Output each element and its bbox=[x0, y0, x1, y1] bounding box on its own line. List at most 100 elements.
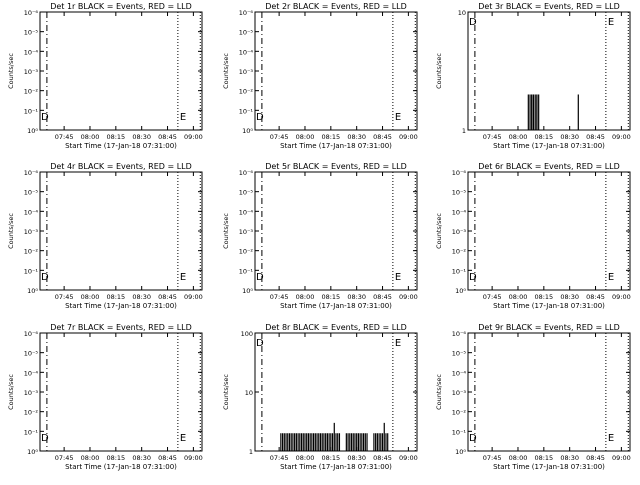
x-tick-label: 08:30 bbox=[132, 293, 151, 301]
detector-panel: Det 2r BLACK = Events, RED = LLD 10⁰ 10⁻¹ 1… bbox=[222, 2, 418, 150]
end-marker: E bbox=[395, 338, 401, 349]
x-tick-label: 08:30 bbox=[132, 133, 151, 141]
x-tick-label: 07:45 bbox=[270, 293, 289, 301]
x-axis-label: Start Time (17-Jan-18 07:31:00) bbox=[493, 463, 605, 471]
x-tick-label: 08:15 bbox=[534, 454, 553, 462]
y-tick-label: 10 bbox=[458, 9, 466, 17]
x-tick-label: 09:00 bbox=[399, 293, 418, 301]
x-tick-label: 08:30 bbox=[347, 293, 366, 301]
y-tick-label: 10⁻⁵ bbox=[24, 189, 39, 197]
y-tick-label: 10⁻⁵ bbox=[452, 189, 467, 197]
x-axis-label: Start Time (17-Jan-18 07:31:00) bbox=[280, 142, 392, 150]
chart-title: Det 9r BLACK = Events, RED = LLD bbox=[478, 323, 620, 332]
start-marker: D bbox=[469, 433, 477, 444]
y-tick-label: 10⁻⁶ bbox=[24, 330, 39, 338]
x-axis-label: Start Time (17-Jan-18 07:31:00) bbox=[493, 142, 605, 150]
y-tick-label: 10⁻⁶ bbox=[452, 330, 467, 338]
y-tick-label: 10⁻¹ bbox=[24, 107, 39, 115]
end-marker: E bbox=[180, 272, 186, 283]
x-tick-label: 08:15 bbox=[106, 454, 125, 462]
start-marker: D bbox=[41, 112, 49, 123]
x-tick-label: 08:15 bbox=[321, 454, 340, 462]
y-tick-label: 1 bbox=[462, 127, 466, 135]
y-tick-label: 10⁻⁴ bbox=[24, 369, 39, 377]
x-tick-label: 08:45 bbox=[586, 454, 605, 462]
y-axis-label: Counts/sec bbox=[222, 53, 230, 89]
detector-panel: Det 4r BLACK = Events, RED = LLD 10⁰ 10⁻¹ 1… bbox=[7, 162, 203, 310]
x-tick-label: 08:00 bbox=[81, 293, 100, 301]
chart-title: Det 5r BLACK = Events, RED = LLD bbox=[265, 162, 407, 171]
x-tick-label: 08:00 bbox=[296, 454, 315, 462]
chart-title: Det 7r BLACK = Events, RED = LLD bbox=[50, 323, 192, 332]
y-axis-label: Counts/sec bbox=[435, 213, 443, 249]
x-tick-label: 09:00 bbox=[612, 454, 631, 462]
y-tick-label: 10⁻⁶ bbox=[452, 169, 467, 177]
x-tick-label: 08:30 bbox=[560, 293, 579, 301]
end-marker: E bbox=[395, 112, 401, 123]
y-tick-label: 10⁻² bbox=[24, 88, 39, 96]
x-tick-label: 08:45 bbox=[373, 293, 392, 301]
y-tick-label: 10⁻³ bbox=[239, 228, 254, 236]
y-tick-label: 10 bbox=[245, 389, 253, 397]
y-tick-label: 1 bbox=[249, 448, 253, 456]
chart-title: Det 2r BLACK = Events, RED = LLD bbox=[265, 2, 407, 11]
x-axis-label: Start Time (17-Jan-18 07:31:00) bbox=[65, 463, 177, 471]
start-marker: D bbox=[256, 112, 264, 123]
x-tick-label: 09:00 bbox=[612, 133, 631, 141]
y-tick-label: 10⁻² bbox=[452, 409, 467, 417]
x-tick-label: 07:45 bbox=[483, 454, 502, 462]
x-tick-label: 07:45 bbox=[55, 133, 74, 141]
y-tick-label: 10⁰ bbox=[27, 127, 38, 135]
end-marker: E bbox=[608, 433, 614, 444]
x-tick-label: 08:15 bbox=[106, 133, 125, 141]
detector-panel: Det 3r BLACK = Events, RED = LLD 1 10 Count… bbox=[435, 2, 631, 150]
plot-frame bbox=[467, 11, 631, 131]
y-tick-label: 10⁻⁵ bbox=[24, 29, 39, 37]
y-tick-label: 10⁻⁴ bbox=[452, 369, 467, 377]
start-marker: D bbox=[256, 272, 264, 283]
x-tick-label: 08:30 bbox=[560, 133, 579, 141]
start-marker: D bbox=[41, 433, 49, 444]
chart-title: Det 8r BLACK = Events, RED = LLD bbox=[265, 323, 407, 332]
end-marker: E bbox=[395, 272, 401, 283]
x-tick-label: 08:15 bbox=[321, 293, 340, 301]
chart-title: Det 1r BLACK = Events, RED = LLD bbox=[50, 2, 192, 11]
y-tick-label: 10⁻⁵ bbox=[239, 29, 254, 37]
x-tick-label: 08:45 bbox=[586, 133, 605, 141]
x-tick-label: 08:30 bbox=[347, 133, 366, 141]
y-tick-label: 10⁻³ bbox=[452, 228, 467, 236]
x-tick-label: 07:45 bbox=[270, 133, 289, 141]
x-tick-label: 09:00 bbox=[184, 293, 203, 301]
x-tick-label: 07:45 bbox=[483, 133, 502, 141]
x-axis-label: Start Time (17-Jan-18 07:31:00) bbox=[280, 463, 392, 471]
x-tick-label: 08:45 bbox=[158, 454, 177, 462]
x-tick-label: 08:00 bbox=[509, 454, 528, 462]
y-tick-label: 10⁻³ bbox=[24, 68, 39, 76]
plot-frame bbox=[467, 171, 631, 291]
x-tick-label: 08:30 bbox=[132, 454, 151, 462]
y-tick-label: 10⁻³ bbox=[452, 389, 467, 397]
y-tick-label: 10⁻¹ bbox=[239, 267, 254, 275]
y-axis-label: Counts/sec bbox=[7, 213, 15, 249]
x-tick-label: 08:30 bbox=[347, 454, 366, 462]
x-tick-label: 09:00 bbox=[399, 133, 418, 141]
x-tick-label: 08:30 bbox=[560, 454, 579, 462]
y-tick-label: 10⁻⁴ bbox=[24, 208, 39, 216]
y-tick-label: 10⁻⁶ bbox=[24, 169, 39, 177]
x-tick-label: 09:00 bbox=[184, 454, 203, 462]
x-tick-label: 08:15 bbox=[534, 133, 553, 141]
start-marker: D bbox=[256, 338, 264, 349]
x-tick-label: 08:45 bbox=[158, 133, 177, 141]
x-tick-label: 07:45 bbox=[55, 293, 74, 301]
x-tick-label: 07:45 bbox=[270, 454, 289, 462]
x-tick-label: 09:00 bbox=[184, 133, 203, 141]
y-tick-label: 10⁻² bbox=[239, 88, 254, 96]
y-tick-label: 10⁻⁴ bbox=[239, 48, 254, 56]
y-tick-label: 10⁻⁵ bbox=[24, 350, 39, 358]
x-tick-label: 08:45 bbox=[586, 293, 605, 301]
y-axis-label: Counts/sec bbox=[435, 53, 443, 89]
y-tick-label: 10⁰ bbox=[27, 448, 38, 456]
y-tick-label: 10⁰ bbox=[455, 287, 466, 295]
y-tick-label: 10⁻¹ bbox=[239, 107, 254, 115]
